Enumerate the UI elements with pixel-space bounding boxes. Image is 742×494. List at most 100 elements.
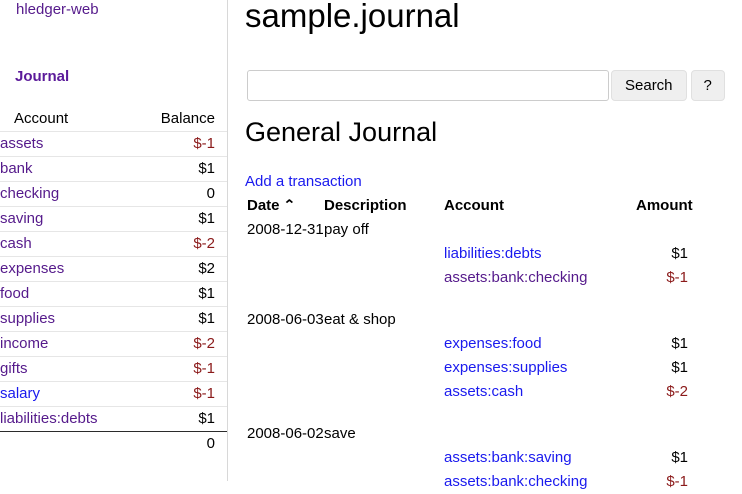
date-header-label: Date (247, 197, 280, 214)
transaction-amount-placeholder (624, 422, 742, 446)
transaction-amount-placeholder (624, 308, 742, 332)
column-header-date[interactable]: Date ⌃ (229, 194, 324, 218)
search-button[interactable]: Search (611, 70, 687, 101)
journal-header-row: Date ⌃ Description Account Amount (229, 194, 742, 218)
transaction-date: 2008-12-31 (247, 221, 324, 238)
sidebar-journal-link[interactable]: Journal (15, 68, 70, 85)
account-link[interactable]: liabilities:debts (0, 410, 98, 427)
account-total-row: 0 (0, 431, 227, 457)
transaction-account-placeholder (434, 308, 624, 332)
posting-row: assets:bank:saving $1 (229, 446, 742, 470)
account-link[interactable]: cash (0, 235, 32, 252)
posting-amount-cell: $1 (671, 359, 688, 376)
transaction-date: 2008-06-02 (247, 425, 324, 442)
account-name-cell: food (0, 282, 140, 307)
posting-account-link[interactable]: liabilities:debts (444, 245, 542, 262)
total-label-cell (0, 432, 140, 457)
account-balance-cell: $1 (198, 285, 215, 302)
account-name-cell: liabilities:debts (0, 407, 140, 432)
account-name-cell: bank (0, 157, 140, 182)
account-balance-cell: $-1 (193, 135, 215, 152)
posting-amount-cell: $-1 (666, 269, 688, 286)
account-balance-cell: $-1 (193, 360, 215, 377)
posting-row: assets:bank:checking $-1 (229, 266, 742, 290)
posting-account-cell: assets:cash (434, 380, 624, 404)
account-row: saving $1 (0, 206, 227, 232)
posting-account-link[interactable]: expenses:supplies (444, 359, 568, 376)
posting-date-blank (229, 380, 324, 404)
posting-description-blank (324, 266, 434, 290)
account-balance-cell: $-2 (193, 335, 215, 352)
posting-account-link[interactable]: expenses:food (444, 335, 542, 352)
account-link[interactable]: expenses (0, 260, 65, 277)
account-row: supplies $1 (0, 306, 227, 332)
account-row: bank $1 (0, 156, 227, 182)
account-name-cell: salary (0, 382, 140, 407)
account-name-cell: income (0, 332, 140, 357)
spacer-cell (229, 290, 742, 308)
posting-account-cell: assets:bank:checking (434, 266, 624, 290)
main-content: sample.journal Search ? General Journal … (229, 0, 742, 490)
total-balance-cell: 0 (206, 435, 215, 452)
posting-row: expenses:food $1 (229, 332, 742, 356)
account-link[interactable]: saving (0, 210, 44, 227)
account-name-cell: assets (0, 132, 140, 157)
posting-account-cell: assets:bank:saving (434, 446, 624, 470)
posting-date-blank (229, 446, 324, 470)
search-input[interactable] (247, 70, 609, 101)
posting-amount-cell: $-2 (666, 383, 688, 400)
account-link[interactable]: gifts (0, 360, 28, 377)
posting-amount-cell: $-1 (666, 473, 688, 490)
posting-account-link[interactable]: assets:cash (444, 383, 524, 400)
account-balance-cell: $1 (198, 310, 215, 327)
posting-row: expenses:supplies $1 (229, 356, 742, 380)
account-balances-table: Account Balance assets $-1 bank $1 checking 0… (0, 107, 227, 456)
journal-table-body: 2008-12-31 pay off liabilities:debts $1 asse… (229, 218, 742, 494)
transaction-spacer (229, 404, 742, 422)
column-header-amount: Amount (636, 197, 693, 214)
transaction-amount-placeholder (624, 218, 742, 242)
column-header-description: Description (324, 197, 407, 214)
account-table-header-row: Account Balance (0, 107, 227, 132)
account-link[interactable]: food (0, 285, 30, 302)
account-link[interactable]: checking (0, 185, 60, 202)
page-title: sample.journal (245, 0, 460, 34)
posting-amount-cell: $1 (671, 245, 688, 262)
posting-description-blank (324, 242, 434, 266)
posting-row: liabilities:debts $1 (229, 242, 742, 266)
account-name-cell: expenses (0, 257, 140, 282)
account-name-cell: cash (0, 232, 140, 257)
posting-account-cell: expenses:supplies (434, 356, 624, 380)
account-row: cash $-2 (0, 231, 227, 257)
account-link[interactable]: income (0, 335, 49, 352)
account-name-cell: saving (0, 207, 140, 232)
journal-table: Date ⌃ Description Account Amount 2008-12… (229, 194, 742, 494)
account-row: salary $-1 (0, 381, 227, 407)
posting-account-link[interactable]: assets:bank:checking (444, 269, 588, 286)
add-transaction-link[interactable]: Add a transaction (245, 173, 362, 190)
account-link[interactable]: assets (0, 135, 44, 152)
account-link[interactable]: bank (0, 160, 33, 177)
posting-description-blank (324, 446, 434, 470)
account-link[interactable]: salary (0, 385, 41, 402)
account-link[interactable]: supplies (0, 310, 56, 327)
account-balance-cell: $2 (198, 260, 215, 277)
column-header-account: Account (14, 110, 69, 127)
journal-table-head: Date ⌃ Description Account Amount (229, 194, 742, 218)
posting-description-blank (324, 380, 434, 404)
account-row: checking 0 (0, 181, 227, 207)
sort-ascending-caret-icon: ⌃ (282, 197, 296, 212)
help-button[interactable]: ? (690, 70, 725, 101)
posting-date-blank (229, 356, 324, 380)
posting-row: assets:bank:checking $-1 (229, 470, 742, 494)
transaction-description: pay off (324, 221, 369, 238)
transaction-description: save (324, 425, 356, 442)
account-row: assets $-1 (0, 131, 227, 157)
posting-date-blank (229, 332, 324, 356)
brand-link[interactable]: hledger-web (16, 1, 99, 18)
transaction-account-placeholder (434, 218, 624, 242)
posting-account-link[interactable]: assets:bank:checking (444, 473, 588, 490)
account-row: income $-2 (0, 331, 227, 357)
column-header-account: Account (444, 197, 504, 214)
posting-account-link[interactable]: assets:bank:saving (444, 449, 572, 466)
